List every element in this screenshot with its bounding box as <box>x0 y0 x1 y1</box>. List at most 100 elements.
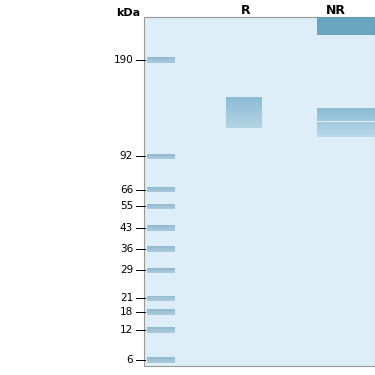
Bar <box>147 360 175 361</box>
Text: 66: 66 <box>120 185 133 195</box>
Bar <box>317 124 375 125</box>
Bar <box>317 33 375 34</box>
Bar <box>147 331 175 332</box>
Bar <box>317 19 375 20</box>
Bar <box>226 108 262 109</box>
Bar <box>147 59 175 60</box>
Bar <box>317 126 375 127</box>
Bar <box>317 114 375 115</box>
Text: 55: 55 <box>120 201 133 211</box>
Bar <box>317 117 375 118</box>
Bar <box>317 135 375 136</box>
Bar <box>147 250 175 251</box>
Text: NR: NR <box>326 4 346 17</box>
Bar <box>147 312 175 313</box>
Bar <box>226 97 262 98</box>
Bar <box>317 25 375 26</box>
Text: 190: 190 <box>113 55 133 65</box>
Bar <box>317 32 375 33</box>
Bar <box>317 115 375 116</box>
Text: 12: 12 <box>120 325 133 335</box>
Bar <box>147 208 175 209</box>
Bar <box>226 116 262 117</box>
Bar <box>317 128 375 129</box>
Bar <box>147 298 175 299</box>
Bar <box>226 119 262 120</box>
Bar <box>147 230 175 231</box>
Bar <box>317 26 375 27</box>
Bar <box>147 361 175 362</box>
Bar <box>317 130 375 131</box>
Bar <box>147 357 175 358</box>
Bar <box>147 189 175 190</box>
Bar <box>147 297 175 298</box>
Bar <box>147 299 175 300</box>
Bar <box>147 271 175 272</box>
Bar <box>317 22 375 23</box>
Bar <box>226 101 262 102</box>
Bar <box>147 300 175 301</box>
Bar <box>317 108 375 109</box>
Bar <box>317 127 375 128</box>
Bar <box>147 61 175 62</box>
Bar <box>317 113 375 114</box>
Bar <box>147 247 175 248</box>
Bar <box>147 57 175 58</box>
Text: 18: 18 <box>120 307 133 317</box>
Bar <box>226 120 262 122</box>
Bar <box>317 125 375 126</box>
Bar <box>317 110 375 111</box>
Bar <box>317 134 375 135</box>
Bar <box>226 115 262 116</box>
Bar <box>147 332 175 333</box>
Bar <box>226 106 262 107</box>
Bar <box>147 158 175 159</box>
Bar <box>147 248 175 249</box>
Bar <box>147 330 175 331</box>
Bar <box>226 122 262 123</box>
Bar <box>226 109 262 110</box>
Bar <box>147 156 175 157</box>
Bar <box>317 123 375 124</box>
Bar <box>147 157 175 158</box>
Bar <box>317 30 375 31</box>
Bar <box>317 122 375 123</box>
Bar <box>226 98 262 99</box>
Bar <box>147 207 175 208</box>
Bar <box>317 112 375 113</box>
Bar <box>147 225 175 226</box>
Bar <box>147 190 175 192</box>
Bar <box>226 113 262 114</box>
Bar <box>226 114 262 115</box>
Bar <box>147 58 175 59</box>
Text: 92: 92 <box>120 152 133 161</box>
Bar <box>147 227 175 228</box>
Bar <box>317 20 375 22</box>
Text: 21: 21 <box>120 293 133 303</box>
Bar <box>147 311 175 312</box>
Bar <box>147 327 175 328</box>
Bar <box>147 328 175 329</box>
Bar <box>317 121 375 122</box>
Bar <box>226 126 262 128</box>
Text: 36: 36 <box>120 244 133 254</box>
Bar <box>144 17 375 366</box>
Bar <box>147 329 175 330</box>
Bar <box>147 296 175 297</box>
Bar <box>226 111 262 112</box>
Text: 29: 29 <box>120 266 133 275</box>
Bar <box>317 132 375 133</box>
Bar <box>147 359 175 360</box>
Bar <box>226 104 262 105</box>
Bar <box>147 187 175 188</box>
Bar <box>317 28 375 30</box>
Bar <box>317 24 375 25</box>
Bar <box>147 358 175 359</box>
Bar <box>317 23 375 24</box>
Bar <box>147 188 175 189</box>
Bar <box>317 129 375 130</box>
Bar <box>147 313 175 314</box>
Bar <box>147 268 175 270</box>
Text: R: R <box>241 4 250 17</box>
Bar <box>317 116 375 117</box>
